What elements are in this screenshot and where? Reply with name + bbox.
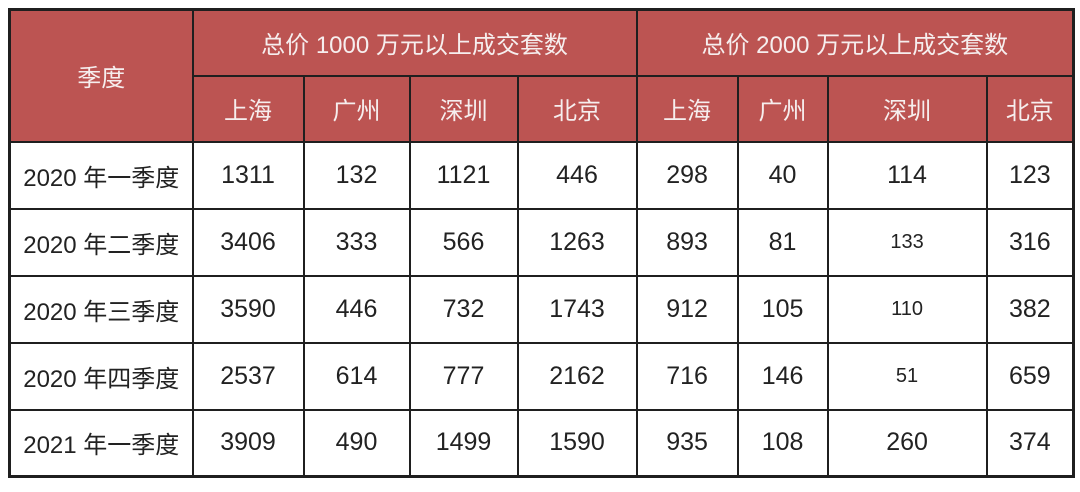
value-cell: 2162	[516, 341, 638, 411]
value-cell: 81	[736, 207, 829, 277]
value-cell: 40	[736, 140, 829, 210]
header-group-row: 季度 总价 1000 万元以上成交套数 总价 2000 万元以上成交套数	[8, 8, 1075, 143]
table-frame: 季度 总价 1000 万元以上成交套数 总价 2000 万元以上成交套数 上海 …	[8, 8, 1076, 478]
quarter-label: 2021 年一季度	[8, 408, 194, 478]
value-cell: 133	[826, 207, 988, 277]
value-cell: 893	[635, 207, 739, 277]
value-cell: 716	[635, 341, 739, 411]
table-row: 2021 年一季度 3909 490 1499 1590 935 108 260…	[8, 408, 1075, 478]
value-cell: 3590	[191, 274, 305, 344]
quarterly-transactions-table: 季度 总价 1000 万元以上成交套数 总价 2000 万元以上成交套数 上海 …	[8, 8, 1076, 478]
value-cell: 51	[826, 341, 988, 411]
city-header-shanghai-1: 上海	[191, 74, 305, 143]
value-cell: 1311	[191, 140, 305, 210]
quarter-label: 2020 年四季度	[8, 341, 194, 411]
group-header-over-2000w: 总价 2000 万元以上成交套数	[635, 8, 1075, 77]
value-cell: 1499	[408, 408, 519, 478]
value-cell: 1121	[408, 140, 519, 210]
value-cell: 374	[985, 408, 1075, 478]
value-cell: 3406	[191, 207, 305, 277]
value-cell: 490	[302, 408, 411, 478]
table-row: 2020 年一季度 1311 132 1121 446 298 40 114 1…	[8, 140, 1075, 210]
value-cell: 732	[408, 274, 519, 344]
value-cell: 132	[302, 140, 411, 210]
value-cell: 316	[985, 207, 1075, 277]
value-cell: 110	[826, 274, 988, 344]
city-header-guangzhou-2: 广州	[736, 74, 829, 143]
city-header-beijing-1: 北京	[516, 74, 638, 143]
value-cell: 1263	[516, 207, 638, 277]
value-cell: 446	[516, 140, 638, 210]
value-cell: 566	[408, 207, 519, 277]
value-cell: 3909	[191, 408, 305, 478]
value-cell: 260	[826, 408, 988, 478]
value-cell: 105	[736, 274, 829, 344]
value-cell: 123	[985, 140, 1075, 210]
city-header-shenzhen-1: 深圳	[408, 74, 519, 143]
value-cell: 108	[736, 408, 829, 478]
value-cell: 614	[302, 341, 411, 411]
value-cell: 333	[302, 207, 411, 277]
value-cell: 935	[635, 408, 739, 478]
city-header-shenzhen-2: 深圳	[826, 74, 988, 143]
quarter-label: 2020 年一季度	[8, 140, 194, 210]
city-header-guangzhou-1: 广州	[302, 74, 411, 143]
value-cell: 777	[408, 341, 519, 411]
city-header-shanghai-2: 上海	[635, 74, 739, 143]
value-cell: 382	[985, 274, 1075, 344]
city-header-beijing-2: 北京	[985, 74, 1075, 143]
value-cell: 912	[635, 274, 739, 344]
value-cell: 2537	[191, 341, 305, 411]
table-row: 2020 年二季度 3406 333 566 1263 893 81 133 3…	[8, 207, 1075, 277]
value-cell: 146	[736, 341, 829, 411]
group-header-over-1000w: 总价 1000 万元以上成交套数	[191, 8, 638, 77]
quarter-label: 2020 年三季度	[8, 274, 194, 344]
table-row: 2020 年三季度 3590 446 732 1743 912 105 110 …	[8, 274, 1075, 344]
quarter-label: 2020 年二季度	[8, 207, 194, 277]
value-cell: 659	[985, 341, 1075, 411]
value-cell: 1743	[516, 274, 638, 344]
value-cell: 1590	[516, 408, 638, 478]
value-cell: 298	[635, 140, 739, 210]
header-city-row: 上海 广州 深圳 北京 上海 广州 深圳 北京	[10, 74, 1075, 143]
corner-header-quarter: 季度	[8, 8, 194, 143]
value-cell: 114	[826, 140, 988, 210]
value-cell: 446	[302, 274, 411, 344]
table-row: 2020 年四季度 2537 614 777 2162 716 146 51 6…	[8, 341, 1075, 411]
